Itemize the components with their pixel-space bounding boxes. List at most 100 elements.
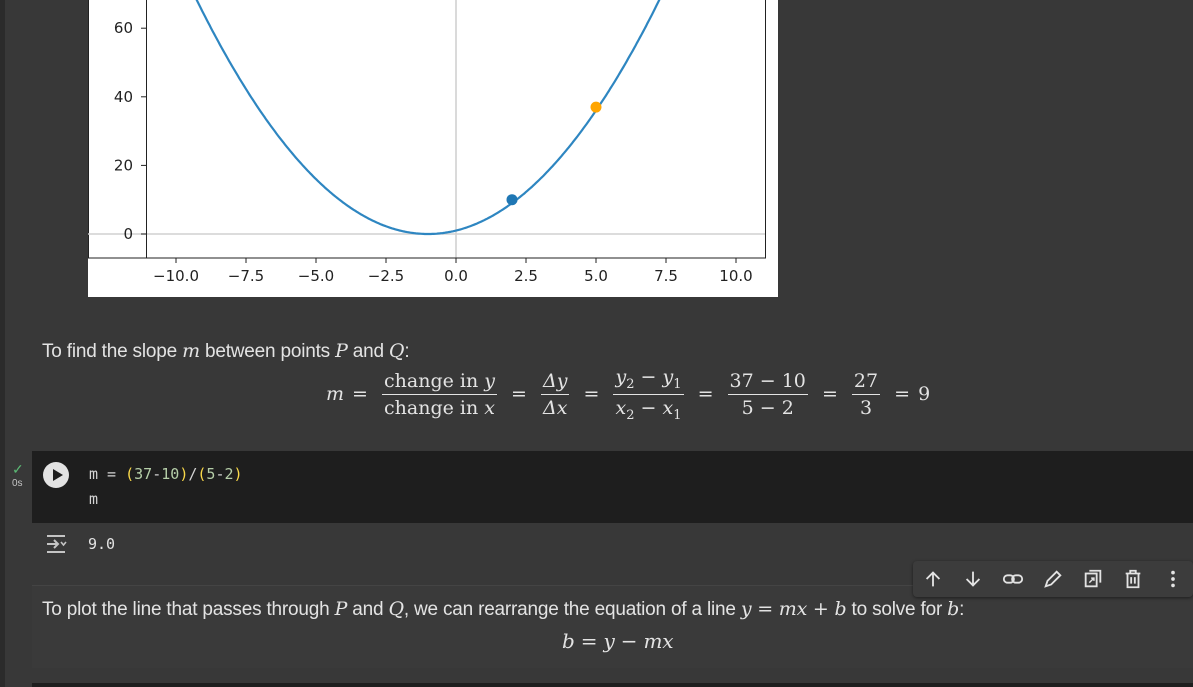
more-vert-icon[interactable]	[1153, 561, 1193, 597]
arrow-up-icon[interactable]	[913, 561, 953, 597]
x-tick-label: −5.0	[298, 267, 334, 285]
code-line-2[interactable]: m	[89, 490, 99, 508]
text-segment: between points	[199, 341, 336, 362]
execution-success-icon: ✓	[12, 461, 24, 477]
markdown-cell-selected[interactable]	[32, 585, 1193, 668]
x-tick-label: 10.0	[719, 267, 752, 285]
eq-sign: =	[511, 383, 527, 406]
output-toggle-icon[interactable]	[44, 532, 68, 556]
code-token: )	[233, 465, 243, 483]
x-tick-label: 5.0	[584, 267, 608, 285]
math-line-equation: y = mx + b	[740, 598, 847, 620]
code-token: 37	[134, 465, 153, 483]
frac-num: 27	[851, 370, 881, 395]
math-m: m	[182, 340, 200, 362]
left-gutter	[0, 0, 5, 687]
frac-var: x	[615, 396, 627, 419]
minus: −	[634, 396, 663, 419]
code-token: )	[179, 465, 189, 483]
code-token: 2	[224, 465, 234, 483]
frac-var: y	[662, 366, 674, 388]
y-tick-label: 40	[114, 88, 133, 106]
eq-sign: =	[894, 383, 911, 406]
code-cell[interactable]: m = (37-10)/(5-2) m	[32, 451, 1193, 523]
pencil-icon[interactable]	[1033, 561, 1073, 597]
execution-time: 0s	[12, 478, 23, 489]
text-segment: :	[959, 599, 965, 620]
code-token: (	[197, 465, 207, 483]
y-tick-label: 60	[114, 19, 133, 37]
frac-var: y	[484, 369, 495, 392]
code-token: /	[188, 465, 198, 483]
parabola-curve	[195, 0, 661, 236]
fraction-delta: Δy Δx	[541, 370, 570, 419]
text-segment: and	[347, 341, 389, 362]
text-segment: To find the slope	[42, 341, 183, 362]
x-tick-label: 0.0	[444, 267, 468, 285]
frac-text: change in	[384, 396, 485, 419]
fraction-values: 37 − 10 5 − 2	[727, 370, 808, 419]
x-tick-label: 2.5	[514, 267, 538, 285]
frac-den: 5 − 2	[741, 396, 794, 419]
text-segment: and	[347, 599, 389, 620]
x-tick-label: −10.0	[153, 267, 199, 285]
data-point-p	[506, 194, 518, 206]
frac-text: change in	[384, 369, 485, 392]
x-tick-label: −2.5	[368, 267, 404, 285]
math-p: P	[335, 340, 348, 362]
fraction-change: change in y change in x	[382, 370, 497, 419]
code-token: (	[125, 465, 135, 483]
text-segment: to solve for	[846, 599, 948, 620]
frac-var: y	[615, 366, 627, 388]
math-q: Q	[388, 340, 405, 362]
math-q: Q	[388, 598, 404, 620]
math-p: P	[334, 598, 348, 620]
fraction-coords: y2 − y1 x2 − x1	[613, 366, 684, 423]
slope-intro-text: To find the slope m between points P and…	[42, 340, 410, 363]
text-segment: To plot the line that passes through	[42, 599, 335, 620]
code-token: m =	[89, 465, 126, 483]
axes-frame	[88, 0, 766, 259]
arrow-down-icon[interactable]	[953, 561, 993, 597]
code-token: -	[215, 465, 225, 483]
y-tick-label: 0	[123, 225, 133, 243]
parabola-chart: −10.0 −7.5 −5.0 −2.5 0.0 2.5 5.0 7.5 10.0 0 20 40 60	[88, 0, 766, 285]
cell-toolbar	[913, 561, 1193, 597]
code-line-1[interactable]: m = (37-10)/(5-2)	[89, 465, 243, 483]
text-segment: , we can rearrange the equation of a lin…	[403, 599, 741, 620]
code-token: 5	[206, 465, 216, 483]
eq-sign: =	[583, 383, 600, 406]
text-segment: :	[404, 341, 410, 362]
frac-num: 37 − 10	[727, 370, 808, 395]
eq-sign: =	[352, 383, 368, 406]
code-token: 10	[161, 465, 180, 483]
intercept-equation: b = y − mx	[562, 629, 674, 653]
run-cell-button[interactable]	[43, 462, 69, 488]
x-tick-label: 7.5	[654, 267, 678, 285]
frac-var: x	[484, 396, 495, 419]
slope-equation: m = change in y change in x = Δy Δx = y2 …	[322, 366, 934, 423]
subscript: 2	[626, 376, 635, 392]
fraction-simplified: 27 3	[851, 370, 881, 419]
line-intro-text: To plot the line that passes through P a…	[42, 598, 964, 621]
subscript: 2	[626, 407, 635, 423]
frac-den: Δx	[543, 396, 568, 419]
frac-var: x	[662, 396, 674, 419]
delete-icon[interactable]	[1113, 561, 1153, 597]
link-icon[interactable]	[993, 561, 1033, 597]
mirror-cell-icon[interactable]	[1073, 561, 1113, 597]
data-point-q	[590, 101, 602, 113]
code-token: -	[152, 465, 162, 483]
frac-num: Δy	[541, 370, 570, 395]
subscript: 1	[673, 376, 682, 392]
cell-output-text: 9.0	[88, 535, 116, 553]
next-code-cell[interactable]	[32, 683, 1193, 687]
math-b: b	[947, 598, 960, 620]
plot-output-image: −10.0 −7.5 −5.0 −2.5 0.0 2.5 5.0 7.5 10.0 0 20 40 60	[88, 0, 778, 297]
x-tick-label: −7.5	[228, 267, 264, 285]
y-tick-label: 20	[114, 156, 133, 174]
minus: −	[634, 366, 663, 388]
eq-lhs: m	[326, 383, 345, 406]
eq-result: 9	[918, 383, 931, 406]
eq-sign: =	[697, 383, 714, 406]
